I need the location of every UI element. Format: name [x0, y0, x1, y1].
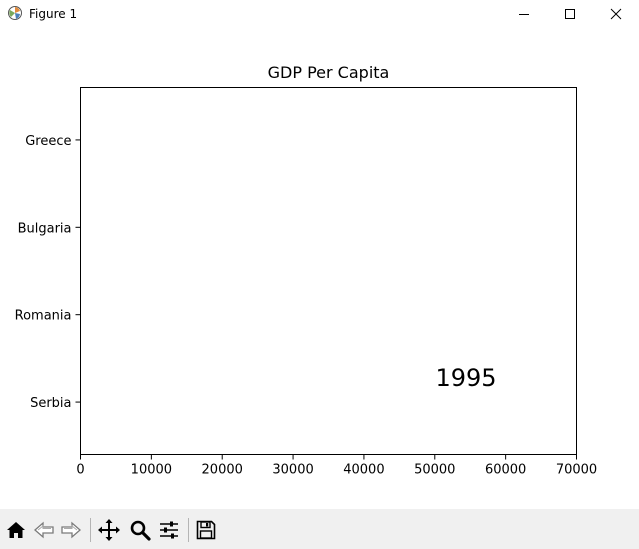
back-icon: [34, 521, 54, 539]
close-icon: [610, 8, 622, 20]
y-tick-label: Bulgaria: [18, 221, 72, 236]
maximize-button[interactable]: [547, 0, 593, 28]
pan-icon: [98, 519, 120, 541]
x-tick-label: 50000: [414, 463, 455, 478]
configure-subplots-icon: [160, 521, 178, 539]
x-tick-label: 70000: [556, 463, 597, 478]
maximize-icon: [565, 9, 575, 19]
forward-icon: [61, 521, 81, 539]
forward-button[interactable]: [58, 517, 84, 543]
chart-svg: GDP Per Capita 0 10000 20000 30000 40000 50000…: [15, 63, 598, 478]
zoom-button[interactable]: [127, 517, 153, 543]
close-button[interactable]: [593, 0, 639, 28]
save-icon: [196, 520, 216, 540]
home-icon: [7, 522, 25, 538]
toolbar-separator: [90, 518, 91, 542]
minimize-icon: [519, 14, 529, 15]
minimize-button[interactable]: [501, 0, 547, 28]
back-button[interactable]: [31, 517, 57, 543]
axes-frame: [80, 87, 577, 455]
year-annotation: 1995: [435, 364, 496, 392]
save-button[interactable]: [193, 517, 219, 543]
zoom-icon: [130, 520, 151, 541]
title-bar[interactable]: Figure 1: [0, 0, 639, 28]
toolbar-separator: [188, 518, 189, 542]
figure-canvas[interactable]: GDP Per Capita 0 10000 20000 30000 40000 50000…: [0, 28, 639, 508]
x-tick-label: 10000: [131, 463, 172, 478]
y-tick-label: Greece: [25, 134, 71, 149]
y-tick-label: Romania: [15, 309, 72, 324]
configure-subplots-button[interactable]: [156, 517, 182, 543]
x-tick-label: 20000: [202, 463, 243, 478]
x-tick-label: 60000: [485, 463, 526, 478]
navigation-toolbar: [0, 509, 639, 549]
x-tick-label: 40000: [343, 463, 384, 478]
window-title: Figure 1: [29, 7, 78, 21]
chart-title: GDP Per Capita: [268, 63, 390, 82]
x-tick-label: 30000: [272, 463, 313, 478]
pan-button[interactable]: [96, 517, 122, 543]
x-tick-label: 0: [76, 463, 84, 478]
matplotlib-app-icon: [7, 5, 23, 21]
home-button[interactable]: [3, 517, 29, 543]
y-tick-label: Serbia: [30, 396, 71, 411]
